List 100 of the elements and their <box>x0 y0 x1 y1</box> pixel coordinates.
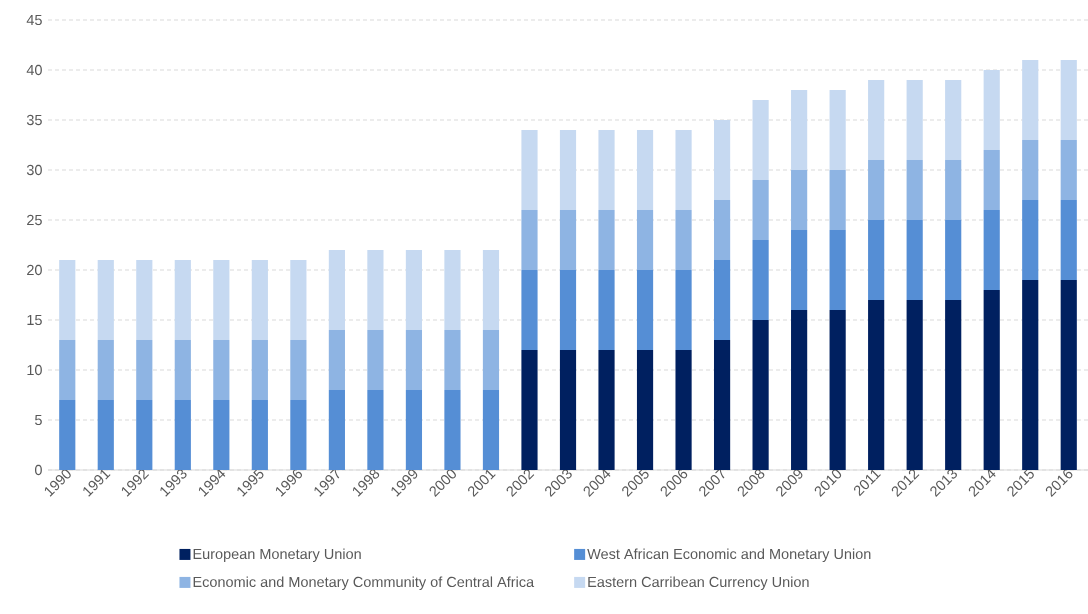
bar <box>174 400 191 470</box>
bar <box>675 270 692 350</box>
bar <box>945 220 962 300</box>
bar <box>251 400 268 470</box>
bar <box>636 130 654 210</box>
bar <box>251 260 268 340</box>
bar <box>1022 60 1039 140</box>
bar <box>405 330 423 390</box>
bar <box>829 170 846 230</box>
bar <box>598 270 615 350</box>
bar <box>444 250 461 330</box>
bar <box>290 260 307 340</box>
bar <box>1060 200 1077 280</box>
y-tick-label: 0 <box>34 464 42 476</box>
bar <box>521 130 538 210</box>
bar <box>675 130 692 210</box>
bar <box>752 320 769 470</box>
y-tick-label: 20 <box>27 264 42 276</box>
bar <box>59 340 76 400</box>
bar <box>1060 280 1077 470</box>
bar <box>213 340 230 400</box>
bar <box>444 330 461 390</box>
y-tick-label: 45 <box>26 14 42 26</box>
bar <box>598 210 615 270</box>
bar <box>290 400 307 470</box>
bar <box>559 270 577 350</box>
bar <box>559 210 577 270</box>
bar <box>752 100 769 180</box>
bar <box>791 310 808 470</box>
bar <box>367 250 384 330</box>
bar <box>59 260 76 340</box>
bar <box>829 310 846 470</box>
bar <box>829 90 846 170</box>
bar <box>791 230 808 310</box>
y-tick-label: 40 <box>26 64 42 76</box>
bar <box>1060 140 1077 200</box>
bar <box>983 290 1000 470</box>
bar <box>328 330 345 390</box>
bar <box>906 300 923 470</box>
bar <box>829 230 846 310</box>
bar <box>290 340 307 400</box>
y-tick-label: 15 <box>27 314 42 326</box>
bar <box>444 390 461 470</box>
legend-label: Eastern Carribean Currency Union <box>588 576 809 590</box>
bar <box>752 240 769 320</box>
bar <box>713 340 731 470</box>
legend-label: West African Economic and Monetary Union <box>587 548 871 562</box>
bar <box>636 210 654 270</box>
bar <box>1022 140 1039 200</box>
bar <box>675 210 692 270</box>
bar <box>405 250 423 330</box>
bar <box>1022 200 1039 280</box>
bar <box>328 390 345 470</box>
bar <box>713 120 731 200</box>
bar <box>675 350 692 470</box>
y-tick-label: 5 <box>35 414 42 426</box>
bar <box>598 350 615 470</box>
bar <box>906 220 923 300</box>
bar <box>136 340 153 400</box>
legend-label: European Monetary Union <box>193 548 361 562</box>
bar <box>791 170 808 230</box>
bar <box>598 130 615 210</box>
bar <box>405 390 423 470</box>
bar <box>97 260 114 340</box>
bar <box>174 340 191 400</box>
bar <box>136 400 153 470</box>
bar <box>174 260 191 340</box>
y-tick-label: 35 <box>26 114 42 126</box>
bar <box>906 80 923 160</box>
bar <box>482 330 500 390</box>
bar <box>521 210 538 270</box>
y-tick-label: 30 <box>26 164 42 176</box>
bar <box>791 90 808 170</box>
bar <box>713 260 731 340</box>
bar <box>97 400 114 470</box>
bar <box>213 400 230 470</box>
bar <box>521 270 538 350</box>
bar <box>213 260 230 340</box>
bar <box>482 390 500 470</box>
bar <box>868 160 885 220</box>
bar <box>1022 280 1039 470</box>
bar <box>983 70 1000 150</box>
bar <box>559 350 577 470</box>
bar <box>983 210 1000 290</box>
bar <box>559 130 577 210</box>
y-tick-label: 10 <box>27 364 42 376</box>
bar <box>251 340 268 400</box>
bar <box>367 390 384 470</box>
bar <box>1060 60 1077 140</box>
bar <box>752 180 769 240</box>
bar <box>868 80 885 160</box>
bar <box>868 220 885 300</box>
bar <box>482 250 500 330</box>
bar <box>868 300 885 470</box>
bar <box>636 270 654 350</box>
y-tick-label: 25 <box>27 214 42 226</box>
bar <box>328 250 345 330</box>
bar <box>983 150 1000 210</box>
bar <box>945 160 962 220</box>
bar <box>367 330 384 390</box>
